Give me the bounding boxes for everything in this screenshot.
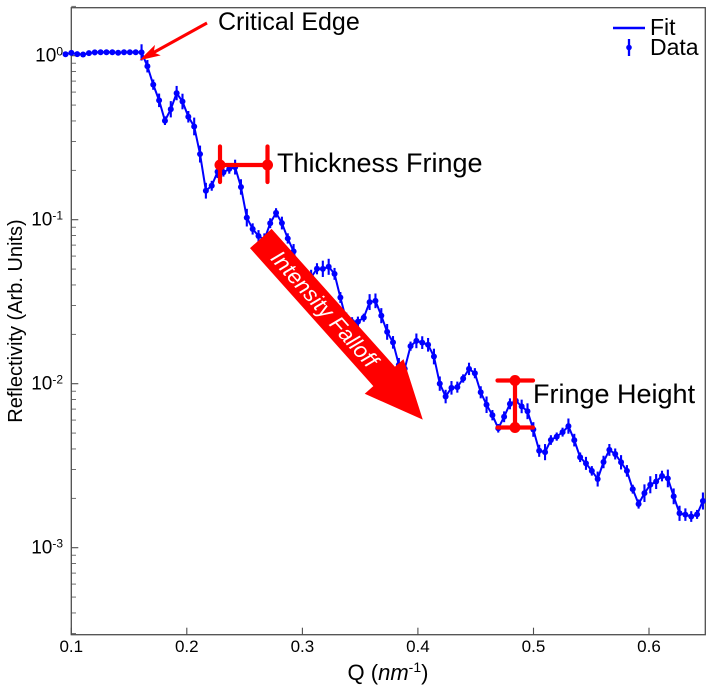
svg-text:0.2: 0.2 — [175, 637, 199, 656]
svg-text:0.1: 0.1 — [59, 637, 83, 656]
svg-text:0.5: 0.5 — [522, 637, 546, 656]
svg-text:Reflectivity (Arb. Units): Reflectivity (Arb. Units) — [5, 219, 27, 422]
svg-text:10-2: 10-2 — [31, 373, 63, 395]
svg-text:Thickness Fringe: Thickness Fringe — [277, 148, 483, 178]
svg-text:Fringe Height: Fringe Height — [533, 379, 696, 409]
svg-text:Critical Edge: Critical Edge — [218, 8, 360, 36]
svg-text:Data: Data — [650, 34, 699, 60]
svg-text:0.3: 0.3 — [291, 637, 315, 656]
svg-text:0.4: 0.4 — [406, 637, 430, 656]
svg-text:10-1: 10-1 — [31, 209, 63, 231]
svg-text:Q (nm-1): Q (nm-1) — [348, 659, 429, 685]
svg-text:10-3: 10-3 — [31, 537, 63, 559]
svg-text:0.6: 0.6 — [637, 637, 661, 656]
svg-text:100: 100 — [35, 45, 63, 67]
